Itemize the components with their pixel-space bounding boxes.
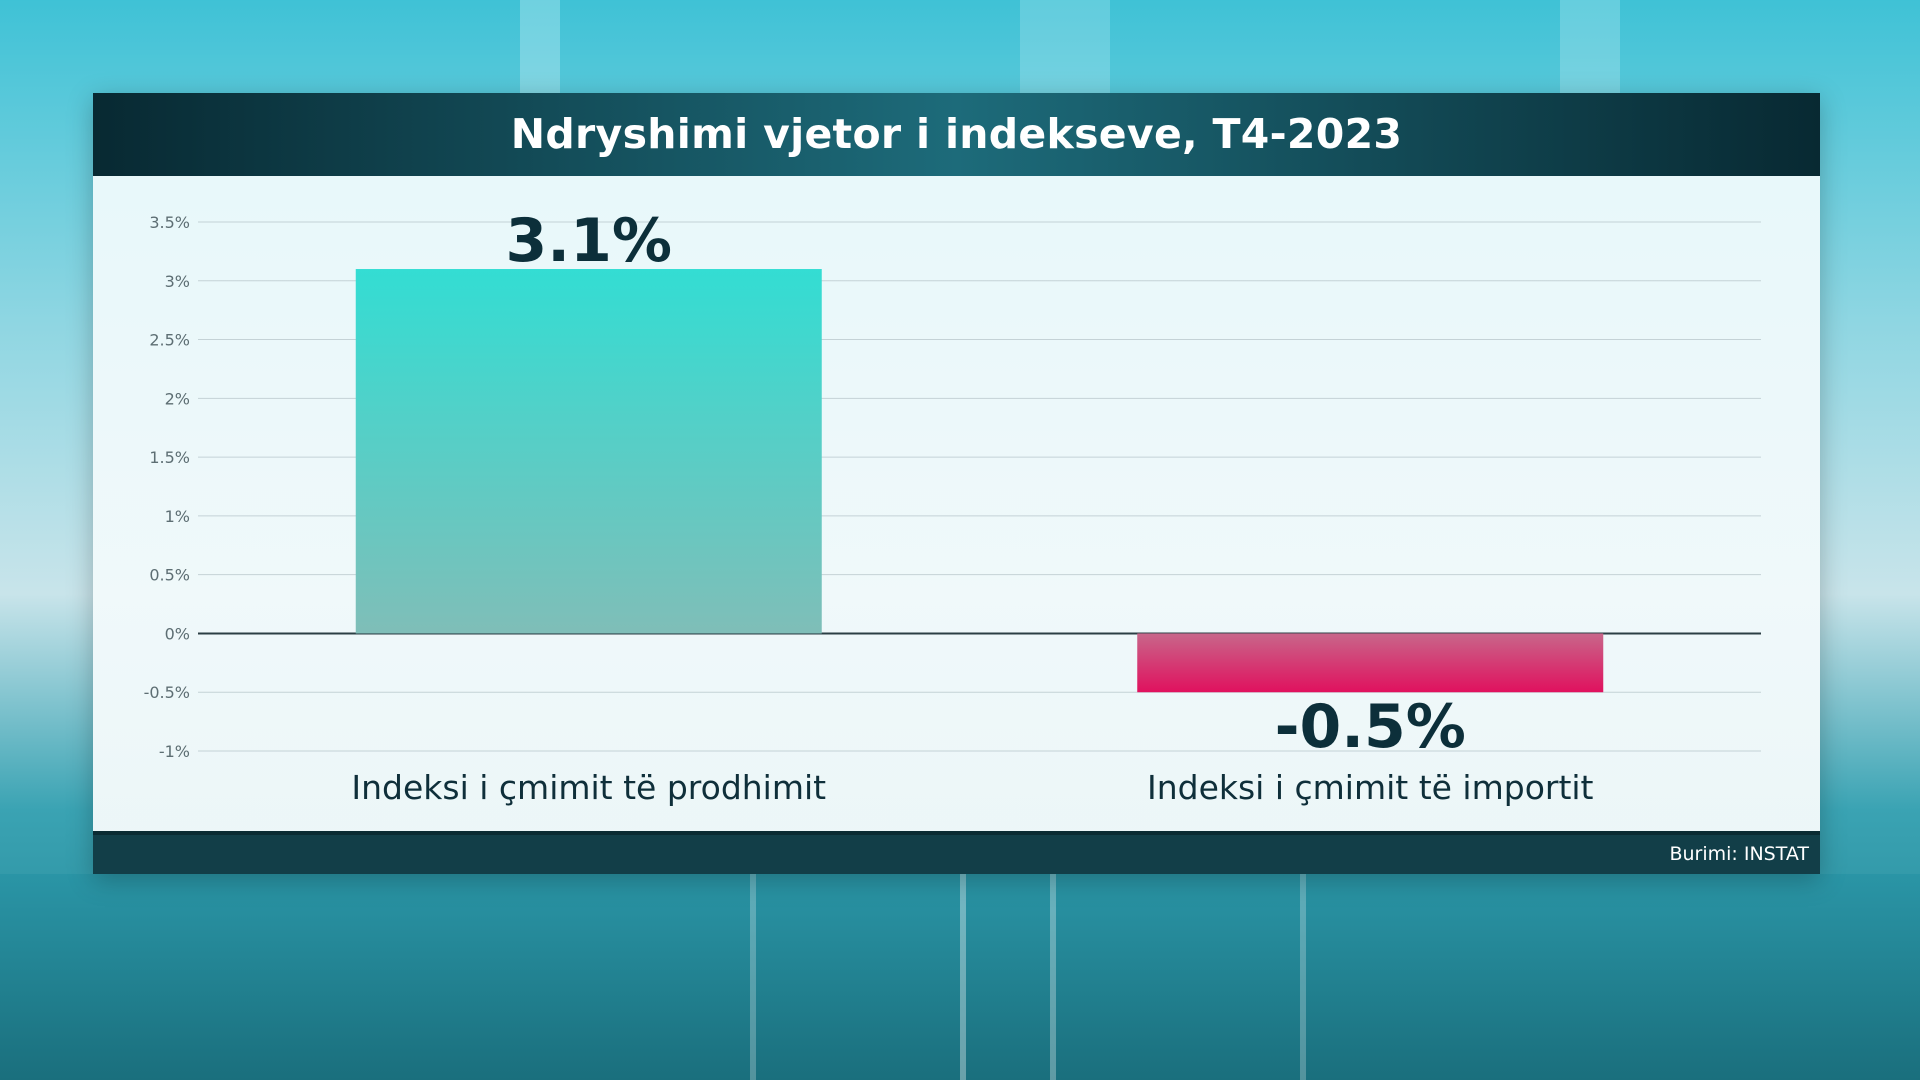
bar-positive: [355, 269, 822, 634]
backdrop-desk-line: [1300, 874, 1306, 1080]
backdrop-desk-line: [750, 874, 756, 1080]
y-tick-label: 1.5%: [149, 448, 190, 467]
backdrop-stripe: [520, 0, 560, 93]
y-tick-label: -1%: [159, 742, 190, 761]
source-bar: Burimi: INSTAT: [93, 831, 1820, 874]
source-label: Burimi: INSTAT: [1669, 843, 1809, 865]
y-tick-label: 2.5%: [149, 331, 190, 350]
category-label: Indeksi i çmimit të prodhimit: [351, 768, 826, 807]
y-tick-label: 1%: [165, 507, 190, 526]
chart-title: Ndryshimi vjetor i indekseve, T4-2023: [93, 93, 1820, 176]
backdrop-desk: [0, 874, 1920, 1080]
backdrop-stripe: [1560, 0, 1620, 93]
y-tick-label: 3.5%: [149, 213, 190, 232]
bar-negative: [1137, 633, 1604, 693]
bar-chart: 3.5% 3% 2.5% 2% 1.5% 1% 0.5% 0% -0.5% -1% 3.1% Inde…: [144, 206, 1761, 807]
chart-panel: Ndryshimi vjetor i indekseve, T4-2023 3.…: [93, 93, 1820, 874]
backdrop-desk-line: [960, 874, 966, 1080]
y-tick-label: -0.5%: [144, 683, 190, 702]
y-tick-label: 0%: [165, 624, 190, 643]
y-tick-label: 2%: [165, 389, 190, 408]
data-label: -0.5%: [1275, 692, 1466, 762]
backdrop-desk-line: [1050, 874, 1056, 1080]
backdrop-stripe: [1020, 0, 1110, 93]
data-label: 3.1%: [506, 206, 672, 276]
y-tick-label: 3%: [165, 272, 190, 291]
category-label: Indeksi i çmimit të importit: [1147, 768, 1594, 807]
plot-area: 3.5% 3% 2.5% 2% 1.5% 1% 0.5% 0% -0.5% -1% 3.1% Inde…: [93, 176, 1820, 831]
y-tick-label: 0.5%: [149, 566, 190, 585]
